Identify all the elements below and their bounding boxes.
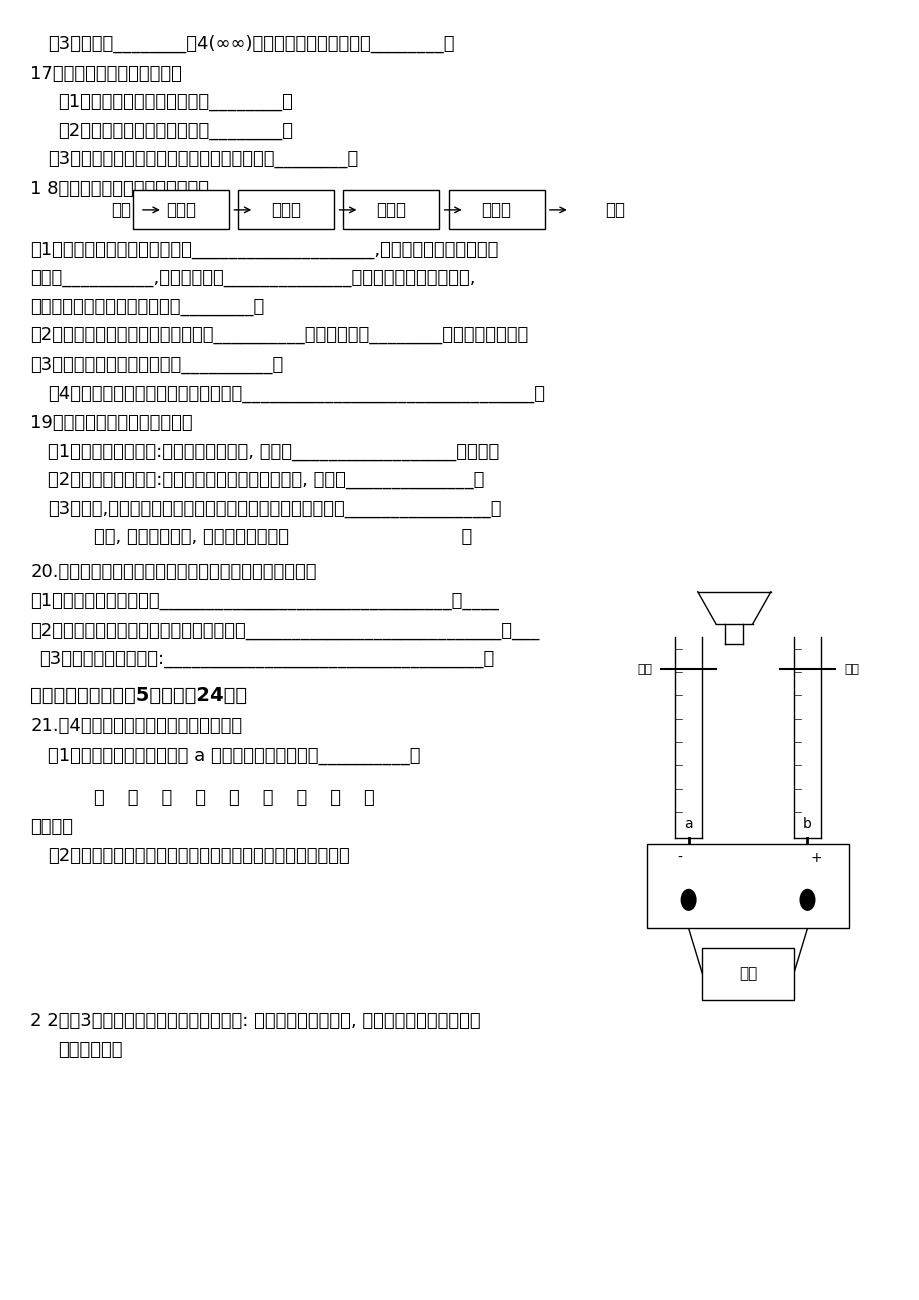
Text: （2）先写出电解水的化学方程式，再从微观角度解释该变化。: （2）先写出电解水的化学方程式，再从微观角度解释该变化。: [49, 846, 350, 865]
Text: 1 8．自来水厂的消费过程如下图。: 1 8．自来水厂的消费过程如下图。: [30, 181, 209, 198]
Text: （2）氮气化学性质不爽朗可作________。: （2）氮气化学性质不爽朗可作________。: [58, 122, 292, 140]
Text: 沙滤池: 沙滤池: [271, 202, 301, 218]
Circle shape: [800, 889, 814, 910]
Text: a: a: [684, 818, 692, 831]
Text: （2）从微粒角度分析:水与过氧化氢的化学性质不同, 是由于______________；: （2）从微粒角度分析:水与过氧化氢的化学性质不同, 是由于___________…: [49, 472, 484, 489]
Text: -: -: [676, 850, 681, 865]
Text: （2）实验室用氯酸钾和二氧化锰制取氧气：____________________________；___: （2）实验室用氯酸钾和二氧化锰制取氧气：____________________…: [30, 621, 539, 640]
Text: +: +: [810, 850, 822, 865]
Text: 进水: 进水: [111, 202, 131, 218]
FancyBboxPatch shape: [343, 191, 439, 229]
Text: （1）铁丝在氧气中燃烧：________________________________；____: （1）铁丝在氧气中燃烧：____________________________…: [30, 592, 498, 610]
Text: 沉淀池: 沉淀池: [166, 202, 196, 218]
Text: 2 2．（3分）依照质量守恒定律解释现象: 铜粉在空气中加热后, 生成物的质量比原来铜粉: 2 2．（3分）依照质量守恒定律解释现象: 铜粉在空气中加热后, 生成物的质量比…: [30, 1013, 481, 1031]
Text: 夏季, 水变成水蒸气, 体积会变大是由于                              。: 夏季, 水变成水蒸气, 体积会变大是由于 。: [94, 528, 472, 546]
Text: 方法是__________,吸附池中可用______________可除去水中的色素和异味,: 方法是__________,吸附池中可用______________可除去水中的…: [30, 269, 475, 287]
Text: （3）秋季,大连人喜爱把鱼晒成鱼干后食用，鱼能晒干是由于________________；: （3）秋季,大连人喜爱把鱼晒成鱼干后食用，鱼能晒干是由于____________…: [49, 499, 502, 517]
Text: （4）为防止水体污染，应采取的措施是________________________________。: （4）为防止水体污染，应采取的措施是______________________…: [49, 385, 545, 403]
Text: 21.（4分）右图是水的电解实验装置图。: 21.（4分）右图是水的电解实验装置图。: [30, 718, 242, 736]
Text: （3）净化水程度较高的方法是__________。: （3）净化水程度较高的方法是__________。: [30, 356, 283, 374]
Text: （1）氧气用于医疗急救是由于________。: （1）氧气用于医疗急救是由于________。: [58, 94, 292, 112]
Text: 17．空气是一种珍贵的资源。: 17．空气是一种珍贵的资源。: [30, 65, 182, 83]
Text: （1）沉淀池中参加明矾的作用是____________________,沙滤池除去不溶性杂质的: （1）沉淀池中参加明矾的作用是____________________,沙滤池除…: [30, 240, 498, 259]
Text: 20.写出以下反响的化学方程式，并注明反响的根本类型。: 20.写出以下反响的化学方程式，并注明反响的根本类型。: [30, 563, 316, 581]
Text: （1）实验中，与电极相连的 a 玻璃管中产生的气体是__________。: （1）实验中，与电极相连的 a 玻璃管中产生的气体是__________。: [49, 747, 421, 766]
Text: 该    实    验    证    明    了    水    是    由: 该 实 验 证 明 了 水 是 由: [94, 789, 375, 806]
Text: 用户: 用户: [605, 202, 625, 218]
Text: b: b: [802, 818, 811, 831]
Text: 活塞: 活塞: [636, 663, 652, 676]
Text: 组成的。: 组成的。: [30, 818, 74, 836]
Text: 常用于杀菌池消毒的一种物质是________。: 常用于杀菌池消毒的一种物质是________。: [30, 298, 264, 316]
Text: 三、简答题（此题共5小题，共24分）: 三、简答题（此题共5小题，共24分）: [30, 686, 247, 705]
Text: （3）硫粉在空气中燃烧:___________________________________；: （3）硫粉在空气中燃烧:____________________________…: [40, 650, 494, 668]
Text: 杀菌池: 杀菌池: [481, 202, 511, 218]
Text: 电源: 电源: [738, 966, 756, 982]
Text: （3）稀有气体可制成多种用处的电光源是由于________。: （3）稀有气体可制成多种用处的电光源是由于________。: [49, 151, 358, 168]
FancyBboxPatch shape: [133, 191, 229, 229]
Bar: [647, 844, 847, 928]
Text: （1）从宏观角度分析:水与过氧化氢类似, 都是由__________________组成的；: （1）从宏观角度分析:水与过氧化氢类似, 都是由________________…: [49, 443, 499, 461]
Text: 的质量增大。: 的质量增大。: [58, 1041, 122, 1059]
Text: （2）检验自来水是软水依然硬水可用__________。生活中常用________方法使硬水软化。: （2）检验自来水是软水依然硬水可用__________。生活中常用_______…: [30, 326, 528, 344]
Text: 活塞: 活塞: [843, 663, 858, 676]
FancyBboxPatch shape: [238, 191, 334, 229]
Text: （3）氯离子________。4(∞∞)氧化铁中铁元素的化合价________。: （3）氯离子________。4(∞∞)氧化铁中铁元素的化合价________。: [49, 35, 455, 53]
Bar: [701, 948, 793, 1000]
Circle shape: [681, 889, 695, 910]
Text: 19．请按要求答复以下咨询题：: 19．请按要求答复以下咨询题：: [30, 415, 193, 433]
FancyBboxPatch shape: [448, 191, 544, 229]
Text: 吸附池: 吸附池: [376, 202, 406, 218]
